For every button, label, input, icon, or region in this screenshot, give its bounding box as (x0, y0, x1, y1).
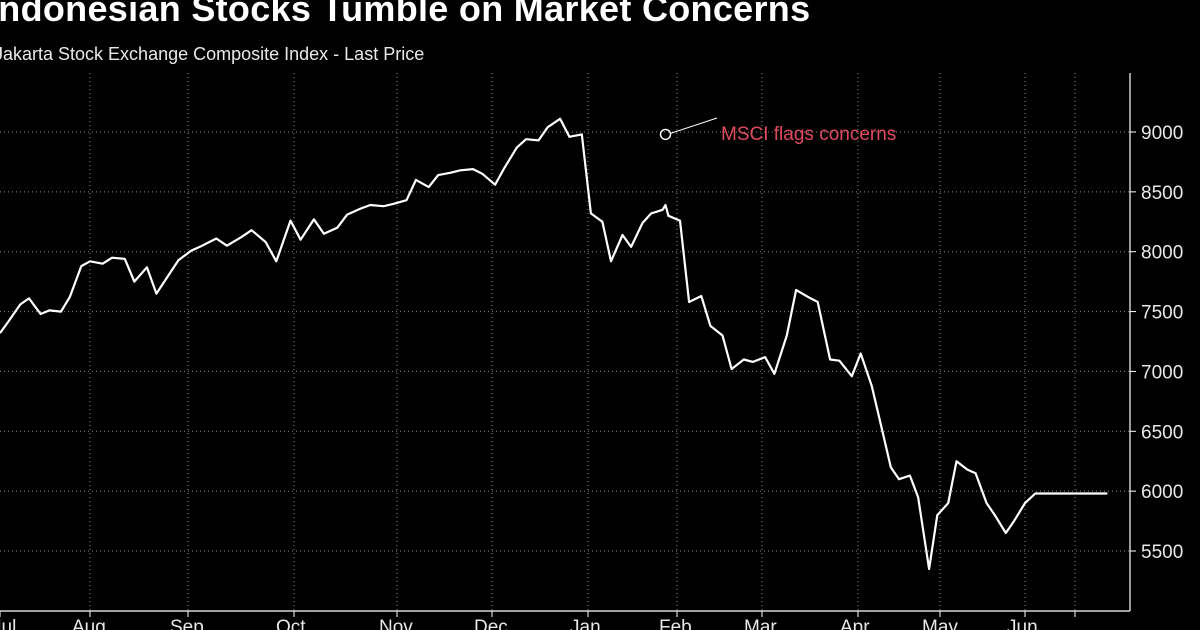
x-tick-label: Jul (0, 617, 16, 630)
y-tick-label: 6000 (1141, 482, 1183, 503)
annotation-label: MSCI flags concerns (721, 124, 896, 145)
x-tick-label: Jan (570, 617, 601, 630)
x-tick-label: Sep (170, 617, 204, 630)
x-tick-label: Oct (276, 617, 306, 630)
x-tick-label: May (922, 617, 958, 630)
x-tick-label: Jun (1007, 617, 1038, 630)
x-tick-label: Feb (659, 617, 692, 630)
x-tick-label: Apr (840, 617, 870, 630)
y-tick-label: 9000 (1141, 123, 1183, 144)
x-tick-label: Dec (474, 617, 508, 630)
chart-title: Indonesian Stocks Tumble on Market Conce… (0, 0, 811, 29)
y-tick-label: 8000 (1141, 243, 1183, 264)
annotation-marker (659, 128, 672, 141)
y-tick-label: 8500 (1141, 183, 1183, 204)
x-tick-label: Nov (379, 617, 413, 630)
annotation-layer: MSCI flags concerns (659, 117, 896, 145)
chart-subtitle: Jakarta Stock Exchange Composite Index -… (0, 44, 425, 64)
series-layer (0, 117, 1108, 571)
grid-lines (0, 73, 1130, 611)
y-tick-label: 5500 (1141, 542, 1183, 563)
y-tick-label: 6500 (1141, 422, 1183, 443)
x-tick-label: Aug (72, 617, 106, 630)
x-tick-label: Mar (744, 617, 777, 630)
y-tick-label: 7500 (1141, 303, 1183, 324)
y-tick-label: 7000 (1141, 362, 1183, 383)
axes: 5500 6000 6500 7000 7500 8000 8500 9000 Jul Aug Se… (0, 73, 1183, 630)
annotation-leader-line (670, 117, 718, 134)
series-line (0, 117, 1108, 571)
